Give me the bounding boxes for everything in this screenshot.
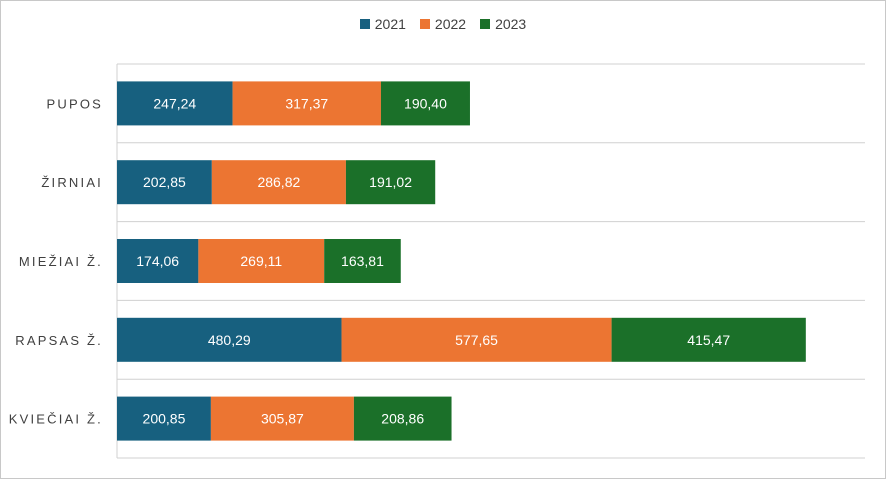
data-label-2022: 269,11: [240, 253, 282, 269]
data-label-2022: 577,65: [455, 332, 498, 348]
bar-segment-2021: [117, 396, 211, 441]
legend-label-2023: 2023: [495, 16, 527, 32]
bar-segment-2022: [210, 396, 354, 441]
data-label-2022: 317,37: [285, 95, 328, 111]
legend: 2021 2022 2023: [0, 16, 886, 32]
data-label-2023: 190,40: [404, 95, 447, 111]
bar-segment-2021: [117, 239, 199, 283]
data-label-2021: 174,06: [136, 253, 179, 269]
legend-label-2022: 2022: [434, 16, 467, 32]
legend-swatch-2022: [419, 19, 430, 29]
bar-segment-2023: [345, 160, 436, 205]
bar-segment-2022: [198, 239, 325, 283]
legend-item-2023: 2023: [480, 16, 526, 32]
data-label-2023: 415,47: [687, 332, 730, 348]
legend-label-2021: 2021: [374, 16, 406, 32]
data-label-2021: 480,29: [208, 332, 251, 348]
bar-segment-2022: [341, 317, 612, 362]
category-label: MIEŽIAI Ž.: [19, 254, 103, 269]
data-label-2022: 305,87: [261, 411, 304, 427]
bar-segment-2022: [232, 81, 381, 126]
legend-swatch-2023: [480, 19, 491, 29]
data-label-2022: 286,82: [257, 174, 300, 190]
legend-item-2022: 2022: [419, 16, 467, 32]
data-label-2021: 200,85: [143, 411, 186, 427]
bar-segment-2023: [353, 396, 452, 441]
legend-swatch-2021: [359, 19, 370, 29]
category-label: ŽIRNIAI: [41, 175, 103, 190]
data-label-2023: 191,02: [369, 174, 412, 190]
bar-segment-2021: [117, 317, 342, 362]
bar-segment-2023: [380, 81, 470, 126]
bar-segment-2021: [117, 160, 212, 205]
data-label-2021: 202,85: [143, 174, 186, 190]
bar-segment-2023: [611, 317, 806, 362]
data-label-2023: 208,86: [381, 411, 424, 427]
category-label: RAPSAS Ž.: [15, 333, 103, 348]
category-label: PUPOS: [46, 96, 103, 111]
bar-segment-2021: [117, 81, 233, 126]
bar-segment-2022: [211, 160, 346, 205]
data-label-2021: 247,24: [153, 95, 196, 111]
data-label-2023: 163,81: [341, 253, 384, 269]
legend-item-2021: 2021: [359, 16, 406, 32]
bar-segment-2023: [324, 239, 401, 283]
category-label: KVIEČIAI Ž.: [9, 412, 103, 427]
